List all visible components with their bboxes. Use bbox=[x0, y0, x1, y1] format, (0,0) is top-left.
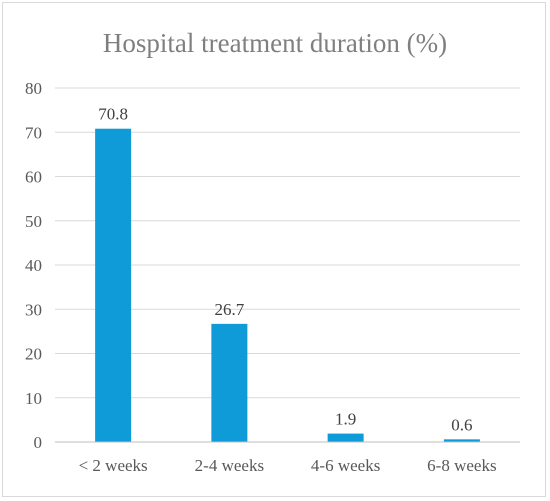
x-category-label: < 2 weeks bbox=[79, 456, 148, 475]
bar bbox=[327, 433, 364, 442]
x-category-label: 4-6 weeks bbox=[311, 456, 380, 475]
y-tick-label: 60 bbox=[25, 168, 42, 187]
data-labels: 70.8 26.7 1.9 0.6 bbox=[98, 105, 472, 435]
chart-title: Hospital treatment duration (%) bbox=[103, 28, 447, 58]
bar bbox=[211, 323, 248, 442]
chart-frame bbox=[2, 2, 546, 497]
y-tick-label: 0 bbox=[34, 433, 43, 452]
y-tick-label: 40 bbox=[25, 256, 42, 275]
y-tick-label: 70 bbox=[25, 123, 42, 142]
x-axis-categories: < 2 weeks 2-4 weeks 4-6 weeks 6-8 weeks bbox=[79, 456, 497, 475]
gridlines bbox=[55, 87, 520, 399]
x-category-label: 2-4 weeks bbox=[195, 456, 264, 475]
y-tick-label: 30 bbox=[25, 300, 42, 319]
data-label: 26.7 bbox=[215, 300, 245, 319]
data-label: 1.9 bbox=[335, 410, 356, 429]
bars bbox=[95, 128, 480, 442]
data-label: 0.6 bbox=[451, 415, 472, 434]
x-category-label: 6-8 weeks bbox=[427, 456, 496, 475]
data-label: 70.8 bbox=[98, 105, 128, 124]
y-tick-label: 80 bbox=[25, 79, 42, 98]
y-tick-label: 50 bbox=[25, 212, 42, 231]
bar bbox=[443, 439, 480, 442]
y-tick-label: 10 bbox=[25, 389, 42, 408]
bar bbox=[95, 128, 132, 442]
y-tick-label: 20 bbox=[25, 345, 42, 364]
y-axis-ticks: 0 10 20 30 40 50 60 70 80 bbox=[25, 79, 42, 452]
